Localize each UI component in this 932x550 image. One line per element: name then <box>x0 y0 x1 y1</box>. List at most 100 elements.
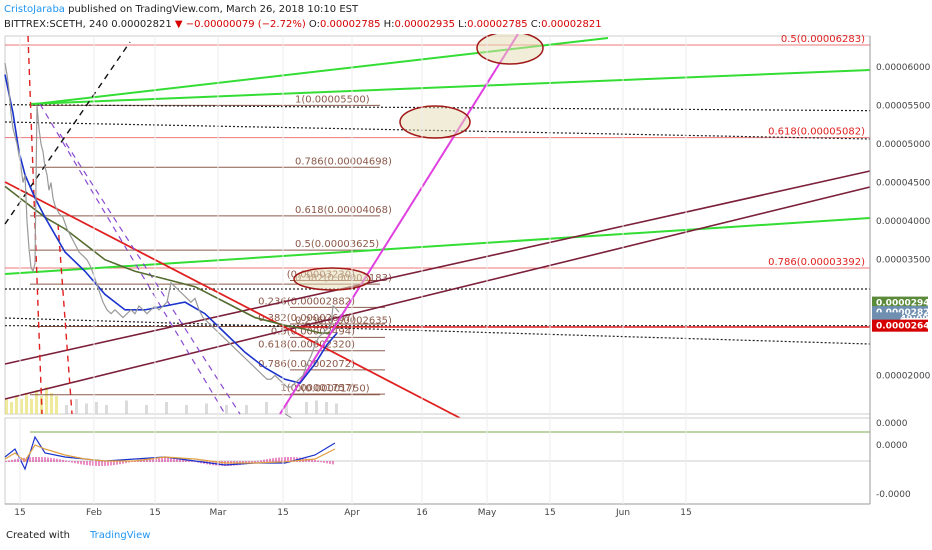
histogram-bar <box>41 457 43 462</box>
green-trend-line[interactable] <box>4 217 871 275</box>
time-tick-label: 15 <box>680 508 691 518</box>
histogram-bar <box>104 461 106 466</box>
price-change: −0.00000079 (−2.72%) <box>185 19 306 30</box>
maroon-channel-line[interactable] <box>4 170 871 365</box>
volume-bar <box>285 403 288 414</box>
histogram-bar <box>329 461 331 464</box>
volume-bar <box>5 399 8 414</box>
time-tick-label: 15 <box>14 508 25 518</box>
histogram-bar <box>278 457 280 462</box>
symbol-label: BITTREX:SCETH, 240 <box>4 19 109 30</box>
volume-bar <box>305 402 308 414</box>
histogram-bar <box>149 457 151 462</box>
histogram-bar <box>281 457 283 462</box>
low-value: 0.00002785 <box>467 19 528 30</box>
volume-bar <box>265 402 268 414</box>
histogram-bar <box>146 458 148 462</box>
histogram-bar <box>155 457 157 462</box>
histogram-bar <box>53 458 55 462</box>
histogram-bar <box>188 459 190 462</box>
histogram-bar <box>119 461 121 465</box>
histogram-bar <box>185 459 187 462</box>
fib-level-label: 0.236(0.00002882) <box>258 296 355 307</box>
chart-header: CristoJaraba published on TradingView.co… <box>0 0 932 34</box>
histogram-bar <box>248 461 250 464</box>
purple-dashed-line[interactable] <box>59 133 241 415</box>
histogram-bar <box>263 459 265 462</box>
price-axis[interactable]: 0.00006000 0.00005500 0.00005000 0.00004500… <box>869 36 932 504</box>
histogram-bar <box>122 461 124 464</box>
high-label: H: <box>383 19 395 30</box>
purple-dashed-line[interactable] <box>39 103 226 415</box>
price-badge-label: 0.00002944 <box>876 299 932 309</box>
volume-bar <box>95 402 98 414</box>
price-tick-label: 0.00006000 <box>876 63 931 73</box>
target-ellipse[interactable] <box>476 34 544 65</box>
time-axis[interactable]: 15 Feb 15 Mar 15 Apr 16 May 15 Jun 15 <box>5 36 870 518</box>
maroon-channel-line[interactable] <box>4 186 871 400</box>
price-badge-label: 0.00002821 <box>876 308 932 318</box>
volume-bar <box>245 405 248 414</box>
ohlc-line: BITTREX:SCETH, 240 0.00002821 ▼ −0.00000… <box>4 19 602 30</box>
histogram-bar <box>320 461 322 463</box>
tradingview-brand-link[interactable]: TradingView <box>90 530 151 541</box>
author-name[interactable]: CristoJaraba <box>4 4 65 15</box>
main-price-pane[interactable]: 1(0.00005500) 0.786(0.00004698) 0.618(0.00… <box>4 34 871 505</box>
histogram-bar <box>29 457 31 462</box>
histogram-bar <box>50 457 52 462</box>
target-ellipse[interactable] <box>293 267 371 291</box>
volume-bar <box>205 403 208 414</box>
time-tick-label: May <box>478 508 497 518</box>
chart-canvas[interactable]: 1(0.00005500) 0.786(0.00004698) 0.618(0.00… <box>0 34 932 520</box>
histogram-bar <box>275 457 277 462</box>
target-ellipse[interactable] <box>399 105 471 139</box>
publish-info: published on TradingView.com, March 26, … <box>68 4 359 15</box>
volume-bar <box>50 393 53 414</box>
oscillator-tick-label: 0.0000 <box>876 419 908 429</box>
time-tick-label: Mar <box>210 508 227 518</box>
price-tick-label: 0.00004500 <box>876 179 931 189</box>
histogram-bar <box>260 460 262 462</box>
magenta-projection-line[interactable] <box>279 34 519 415</box>
time-tick-label: 15 <box>149 508 160 518</box>
histogram-bar <box>101 461 103 466</box>
histogram-bar <box>170 457 172 462</box>
high-value: 0.00002935 <box>394 19 455 30</box>
time-tick-label: 15 <box>277 508 288 518</box>
close-label: C: <box>530 19 542 30</box>
price-badge <box>872 296 928 309</box>
volume-bar <box>65 405 68 414</box>
histogram-bar <box>44 457 46 462</box>
histogram-bar <box>164 457 166 462</box>
histogram-bar <box>47 457 49 462</box>
oscillator-tick-label: -0.0000 <box>876 490 911 500</box>
histogram-bar <box>83 461 85 465</box>
histogram-bar <box>308 458 310 462</box>
histogram-bar <box>326 461 328 464</box>
histogram-bar <box>314 459 316 462</box>
histogram-bar <box>65 460 67 462</box>
histogram-bar <box>152 457 154 462</box>
histogram-bar <box>77 461 79 464</box>
histogram-bar <box>323 461 325 463</box>
volume-bar <box>75 399 78 414</box>
price-series-line[interactable] <box>4 62 340 388</box>
histogram-bar <box>218 461 220 466</box>
dotted-trend-line[interactable] <box>4 317 871 345</box>
histogram-bar <box>176 457 178 462</box>
histogram-bar <box>92 461 94 466</box>
volume-bar <box>225 405 228 414</box>
oscillator-line[interactable] <box>4 444 336 464</box>
histogram-bar <box>62 459 64 462</box>
volume-bar <box>30 399 33 414</box>
volume-bar <box>105 405 108 414</box>
volume-bar <box>20 399 23 414</box>
red-trend-line[interactable] <box>4 181 461 419</box>
green-trend-line[interactable] <box>29 69 871 105</box>
volume-bar <box>45 387 48 414</box>
histogram-bar <box>5 461 7 462</box>
oscillator-pane[interactable] <box>4 417 871 505</box>
olive-moving-average[interactable] <box>4 185 330 334</box>
histogram-bar <box>191 460 193 462</box>
red-dashed-line[interactable] <box>57 223 73 415</box>
